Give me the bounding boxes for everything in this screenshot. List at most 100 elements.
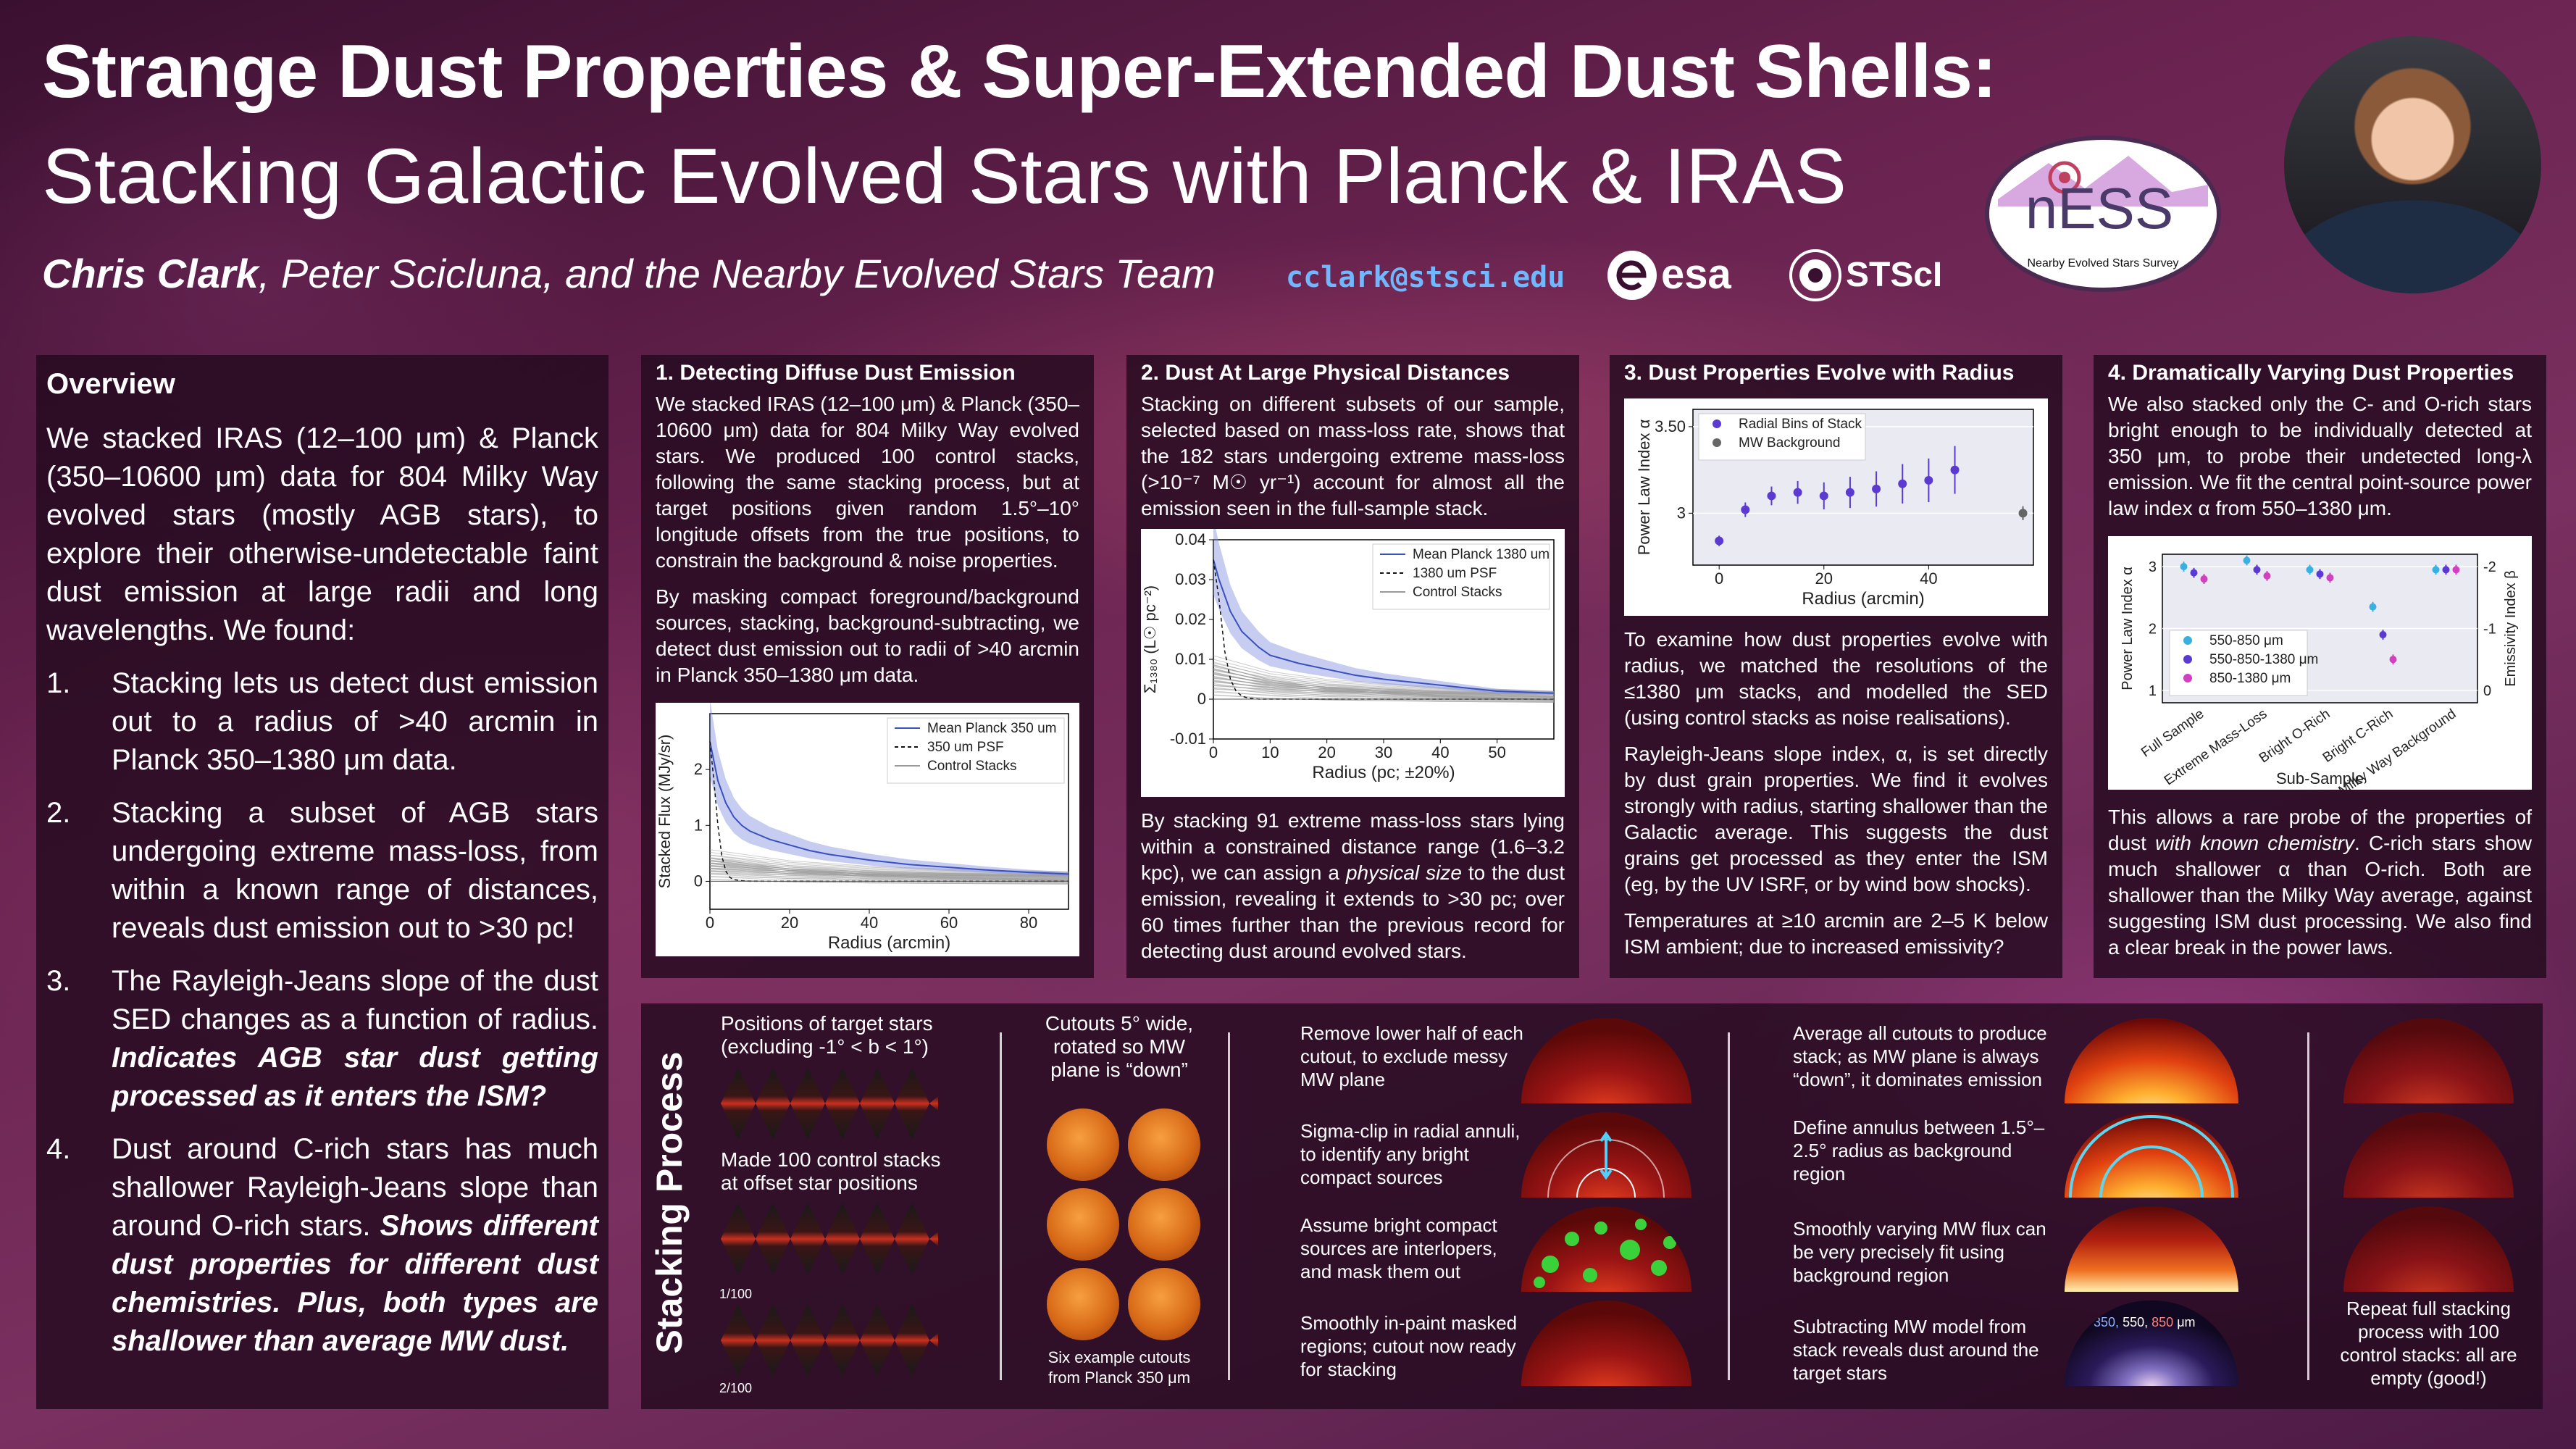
panel-dust-evolve-radius: 3. Dust Properties Evolve with Radius 02… [1610,355,2062,978]
data-point [2180,563,2188,570]
legend-swatch [1713,438,1721,447]
x-tick-label: 0 [706,914,714,932]
x-tick-label: 60 [940,914,958,932]
finding-body: Stacking lets us detect dust emission ou… [112,667,598,776]
x-tick-label: 0 [1715,569,1723,588]
x-tick-label: 10 [1261,743,1279,761]
paragraph-emphasis: with known chemistry [2155,832,2354,854]
data-point [2201,575,2208,582]
legend-label: 550-850-1380 μm [2209,652,2318,667]
panel-body: To examine how dust properties evolve wi… [1610,627,2062,970]
cutout-image [1047,1108,1119,1181]
data-point [2317,570,2324,577]
stacking-process-panel: Stacking Process Positions of target sta… [641,1003,2543,1409]
overview-intro: We stacked IRAS (12–100 μm) & Planck (35… [36,419,609,650]
mw-model-image [2065,1206,2238,1292]
finding-text: Stacking lets us detect dust emission ou… [112,664,598,780]
legend-label: Mean Planck 1380 um [1413,547,1550,562]
y-tick-label: 3 [2149,559,2157,575]
chart-power-law-vs-radius: 0 20 40 3 3.50 Radius (arcmin) Power Law Index… [1624,398,2048,616]
annulus-overlay [2065,1112,2238,1198]
y-axis-label: Stacked Flux (MJy/sr) [656,735,674,889]
control-star-map-2 [721,1304,938,1377]
data-point [1715,537,1723,546]
step-cutouts: Cutouts 5° wide, rotated so MW plane is … [1036,1012,1203,1082]
esa-logo: esa [1605,246,1771,304]
finding-body: Stacking a subset of AGB stars undergoin… [112,797,598,944]
annuli-overlay [1521,1112,1691,1198]
data-point [2453,566,2460,573]
data-point [1872,485,1881,493]
chart-2-box: 0 10 20 30 40 50 -0.01 0 0.01 0.02 0.03 0.04 Radius … [1141,529,1565,797]
y-tick-label: 0 [1197,690,1206,708]
y-tick-label: 0.01 [1175,650,1206,668]
panel-large-physical-distances: 2. Dust At Large Physical Distances Stac… [1126,355,1579,978]
wavelength-850: 850 [2151,1315,2173,1329]
esa-logo-text: esa [1661,251,1732,298]
contact-email[interactable]: cclark@stsci.edu [1286,261,1565,294]
y-axis-label: Power Law Index α [2120,567,2136,690]
legend-label: 550-850 μm [2209,633,2283,648]
finding-emphasis: Indicates AGB star dust getting processe… [112,1042,598,1112]
panel-body-lower: This allows a rare probe of the properti… [2094,804,2546,971]
paragraph: To examine how dust properties evolve wi… [1624,627,2048,731]
chart-radial-flux-350: 0 20 40 60 80012Radius (arcmin)Stacked Flux … [656,703,1079,956]
control-map-label: 2/100 [719,1377,752,1400]
cutout-image [1047,1188,1119,1261]
panel-heading: 1. Detecting Diffuse Dust Emission [641,355,1094,391]
chart-surface-brightness-1380: 0 10 20 30 40 50-0.0100.010.020.030.04Radius … [1141,529,1565,797]
annulus-image [2065,1112,2238,1198]
paragraph: Stacking on different subsets of our sam… [1141,391,1565,522]
y-tick-label: 3 [1677,504,1686,522]
control-star-map-1 [721,1203,938,1275]
legend-swatch [1713,419,1721,428]
control-stack-image [2343,1018,2514,1103]
x-tick-label: 20 [1318,743,1335,761]
paragraph: By stacking 91 extreme mass-loss stars l… [1141,808,1565,964]
step-remove-lower-half: Remove lower half of each cutout, to exc… [1300,1022,1525,1091]
step-inpaint: Smoothly in-paint masked regions; cutout… [1300,1311,1525,1381]
y-tick-label: 1 [694,816,703,834]
panel-heading: 2. Dust At Large Physical Distances [1126,355,1579,391]
data-point [1898,480,1907,488]
finding-text: Dust around C-rich stars has much shallo… [112,1130,598,1361]
cutout-image [1047,1268,1119,1340]
data-point [2307,566,2314,573]
x-axis-label: Radius (arcmin) [828,933,950,953]
step-average-stack: Average all cutouts to produce stack; as… [1793,1022,2068,1091]
stacking-heading: Stacking Process [648,1036,699,1369]
data-point [2433,566,2440,573]
y2-tick-label: -2 [2483,559,2496,575]
y-axis-label: Σ₁₃₈₀ (L☉ pc⁻²) [1141,585,1159,693]
finding-item: 3. The Rayleigh-Jeans slope of the dust S… [36,962,609,1116]
x-tick-label: 40 [1920,569,1937,588]
data-point [2264,572,2271,580]
y-tick-label: 0.02 [1175,610,1206,628]
legend-label: Mean Planck 350 um [927,721,1057,736]
finding-item: 4. Dust around C-rich stars has much shal… [36,1130,609,1361]
sigma-clip-image [1521,1112,1691,1198]
legend-label: 350 um PSF [927,740,1004,755]
wavelength-unit: μm [2177,1315,2195,1329]
legend-label: 850-1380 μm [2209,671,2291,686]
cutout-image [1128,1188,1200,1261]
poster-subtitle: Stacking Galactic Evolved Stars with Pla… [42,130,1847,221]
panel-heading: 3. Dust Properties Evolve with Radius [1610,355,2062,391]
paragraph: We also stacked only the C- and O-rich s… [2108,391,2532,522]
legend-label: Radial Bins of Stack [1739,417,1862,432]
x-axis-label: Radius (arcmin) [1802,589,1924,609]
finding-number: 3. [46,962,112,1116]
wavelength-550: 550, [2123,1315,2148,1329]
data-point [2191,569,2198,577]
data-point [1767,491,1776,500]
x-axis-label: Radius (pc; ±20%) [1312,763,1455,782]
step-fit-mw: Smoothly varying MW flux can be very pre… [1793,1217,2068,1287]
data-point [1794,488,1802,497]
legend-swatch [2183,674,2192,682]
y2-axis-label: Emissivity Index β [2503,570,2519,686]
cutout-image [1128,1268,1200,1340]
y-tick-label: 0.04 [1175,530,1206,548]
y-axis-label: Power Law Index α [1635,419,1653,555]
divider [2307,1032,2309,1380]
category-label: Bright O-Rich [2257,706,2333,767]
